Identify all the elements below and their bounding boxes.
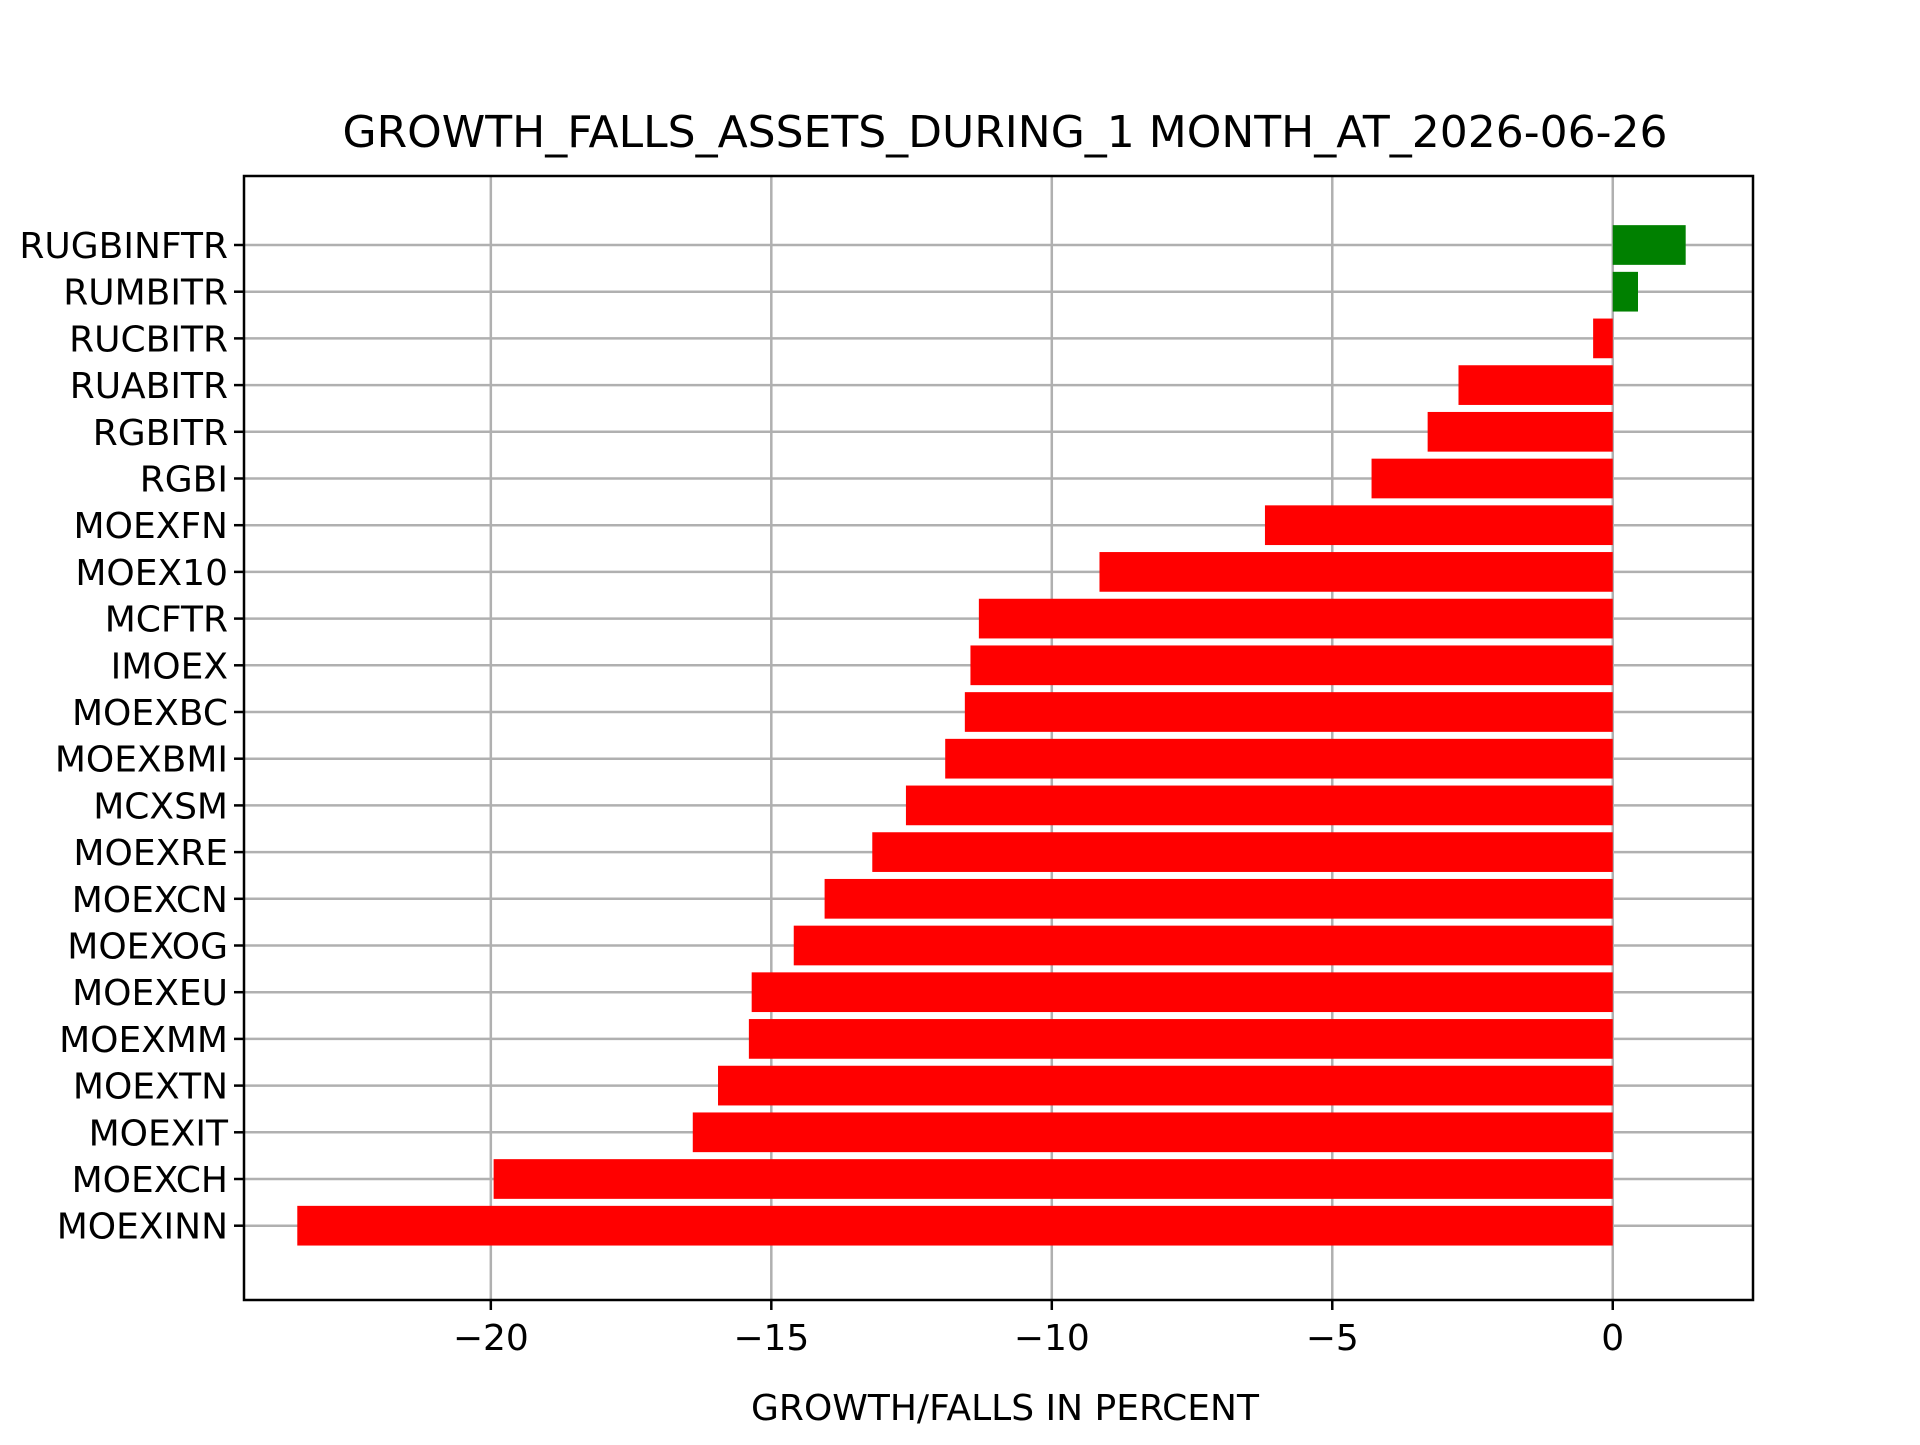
bar-moextn [718, 1065, 1613, 1106]
y-tick-label: MOEXINN [57, 1207, 228, 1248]
bar-moexog [793, 925, 1613, 966]
y-tick-label: MOEXBC [72, 693, 228, 734]
y-tick-label: MOEXFN [74, 506, 228, 547]
bar-moexmm [748, 1019, 1613, 1059]
bar-rugbinftr [1612, 225, 1686, 265]
bar-imoex [970, 645, 1613, 686]
y-tick-label: MOEX10 [75, 553, 228, 594]
bar-rgbi [1371, 458, 1613, 499]
y-tick-label: MOEXIT [89, 1113, 229, 1154]
bar-moexch [493, 1159, 1613, 1199]
y-tick-label: MOEXOG [67, 927, 228, 968]
x-tick-label: −5 [1306, 1318, 1359, 1359]
x-tick-label: −10 [1014, 1318, 1090, 1359]
x-tick-label: −15 [733, 1318, 809, 1359]
bar-moexinn [297, 1205, 1613, 1246]
plot-frame [242, 174, 1755, 1302]
bar-moexre [872, 832, 1613, 872]
x-axis-ticks: −20 −15 −10 −5 0 [453, 1300, 1624, 1359]
bar-moex10 [1099, 552, 1613, 592]
y-tick-label: MOEXCH [72, 1160, 228, 1201]
y-tick-label: MOEXBMI [55, 740, 228, 781]
bar-mcxsm [905, 785, 1613, 826]
y-tick-label: MCFTR [105, 600, 228, 641]
bar-moexfn [1264, 505, 1613, 546]
bar-moexbc [964, 692, 1613, 732]
y-tick-label: IMOEX [111, 646, 228, 687]
y-tick-label: RUGBINFTR [19, 226, 228, 267]
y-tick-label: RUCBITR [69, 319, 228, 360]
bar-rumbitr [1612, 271, 1639, 312]
y-axis-ticks: RUGBINFTR RUMBITR RUCBITR RUABITR RGBITR RGBI… [19, 226, 244, 1248]
bar-moexit [692, 1112, 1613, 1153]
bars [297, 225, 1686, 1246]
y-tick-label: MOEXMM [59, 1020, 228, 1061]
bar-rucbitr [1593, 318, 1613, 359]
y-tick-label: MOEXCN [72, 880, 228, 921]
x-tick-label: −20 [453, 1318, 529, 1359]
bar-mcftr [978, 598, 1613, 639]
y-tick-label: MCXSM [93, 786, 228, 827]
y-tick-label: MOEXEU [72, 973, 228, 1014]
x-tick-label: 0 [1601, 1318, 1624, 1359]
bar-moexbmi [945, 738, 1613, 779]
x-axis-label: GROWTH/FALLS IN PERCENT [751, 1388, 1260, 1429]
y-tick-label: MOEXRE [73, 833, 228, 874]
y-tick-label: MOEXTN [73, 1067, 228, 1108]
bar-ruabitr [1458, 365, 1613, 405]
y-tick-label: RUABITR [70, 366, 228, 407]
bar-moexeu [751, 972, 1613, 1013]
bar-moexcn [824, 878, 1613, 919]
y-tick-label: RUMBITR [63, 273, 228, 314]
y-tick-label: RGBI [140, 460, 228, 501]
bar-rgbitr [1427, 411, 1613, 452]
y-tick-label: RGBITR [93, 413, 228, 454]
chart-title: GROWTH_FALLS_ASSETS_DURING_1 MONTH_AT_20… [342, 107, 1667, 158]
